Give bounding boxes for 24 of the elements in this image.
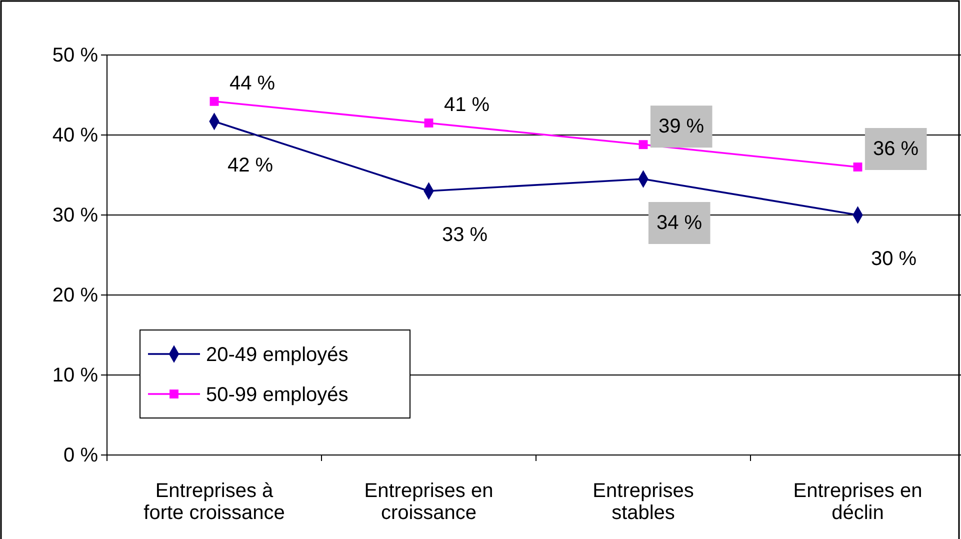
y-tick-label: 30 %: [52, 204, 98, 226]
data-label: 39 %: [658, 116, 704, 138]
x-tick-label: Entreprises en croissance: [364, 480, 494, 524]
data-label: 42 %: [227, 154, 274, 176]
x-tick-label: Entreprises stables: [592, 480, 694, 524]
y-tick-label: 40 %: [52, 124, 98, 146]
data-label: 44 %: [229, 72, 276, 94]
y-tick-label: 50 %: [52, 44, 98, 66]
x-tick-label: Entreprises à forte croissance: [144, 480, 285, 524]
y-tick-label: 0 %: [64, 444, 98, 466]
data-label: 30 %: [870, 248, 917, 270]
point: [424, 118, 434, 128]
legend-label: 20-49 employés: [206, 344, 348, 366]
data-label: 36 %: [872, 138, 919, 160]
data-label: 41 %: [444, 94, 490, 116]
point: [853, 162, 862, 172]
point: [210, 96, 219, 106]
x-tick-label: Entreprises en déclin: [793, 480, 922, 524]
data-label: 34 %: [656, 212, 702, 234]
y-tick-label: 10 %: [52, 364, 98, 386]
legend-label: 50-99 employés: [206, 384, 348, 406]
data-label: 33 %: [442, 224, 488, 246]
point: [638, 140, 648, 150]
y-tick-label: 20 %: [52, 284, 98, 306]
